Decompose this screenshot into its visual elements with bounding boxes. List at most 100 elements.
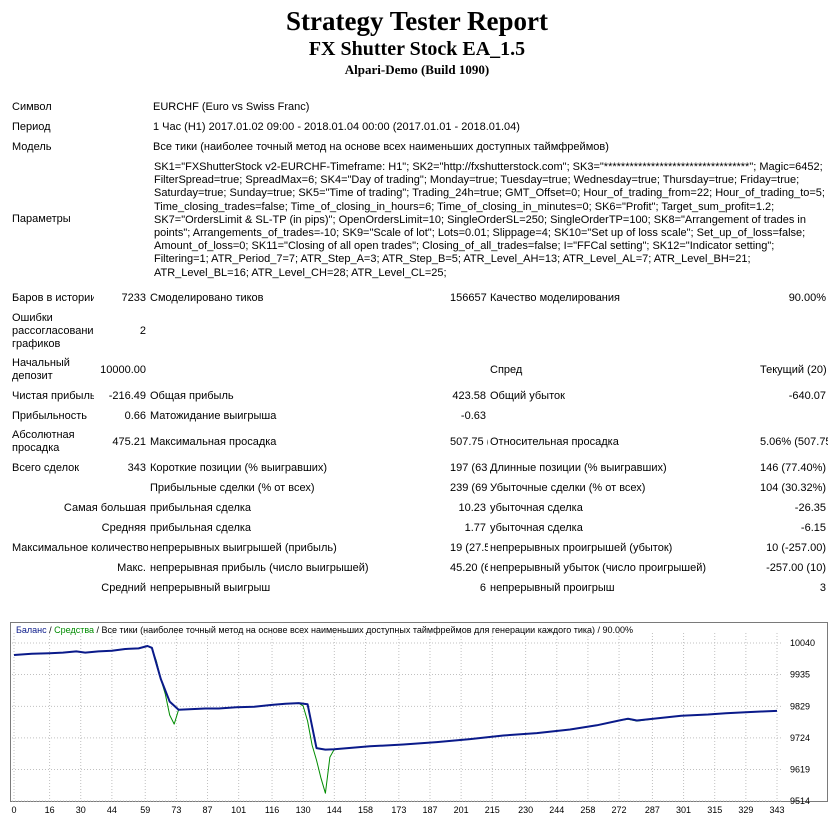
- max-cons-losses-label: непрерывных проигрышей (убыток): [490, 542, 673, 554]
- total-trades-label: Всего сделок: [12, 462, 80, 474]
- equity-line: [13, 645, 778, 794]
- period-value: 1 Час (H1) 2017.01.02 09:00 - 2018.01.04…: [153, 121, 520, 133]
- ticks-value: 156657: [450, 292, 487, 304]
- gross-loss-value: -640.07: [788, 390, 826, 402]
- legend-balance: Баланс: [16, 625, 47, 635]
- profit-trades-value: 239 (69.68%): [450, 482, 488, 494]
- y-tick-label: 10040: [790, 638, 815, 648]
- stats-row: Чистая прибыль -216.49 Общая прибыль 423…: [10, 386, 828, 406]
- largest-loss-label: убыточная сделка: [490, 502, 583, 514]
- largest-profit-value: 10.23: [458, 502, 486, 514]
- x-tick-label: 215: [485, 805, 500, 815]
- average-profit-label: прибыльная сделка: [150, 522, 252, 534]
- max-cons-losses-value: 10 (-257.00): [766, 542, 826, 554]
- x-tick-label: 130: [296, 805, 311, 815]
- average-loss-label: убыточная сделка: [490, 522, 583, 534]
- symbol-label: Символ: [12, 101, 52, 113]
- x-tick-label: 301: [676, 805, 691, 815]
- x-tick-label: 287: [645, 805, 660, 815]
- deposit-label: Начальный депозит: [12, 357, 70, 382]
- stats-table: Баров в истории 7233 Смоделировано тиков…: [10, 288, 828, 598]
- largest-label: Самая большая: [63, 502, 146, 514]
- max-label: Макс.: [117, 562, 146, 574]
- avg-cons-losses-label: непрерывный проигрыш: [490, 582, 615, 594]
- y-tick-label: 9829: [790, 701, 810, 711]
- abs-drawdown-value: 475.21: [112, 436, 146, 448]
- report-subtitle: FX Shutter Stock EA_1.5: [308, 38, 526, 60]
- params-label: Параметры: [12, 213, 71, 225]
- net-profit-label: Чистая прибыль: [12, 390, 94, 402]
- abs-drawdown-label: Абсолютная просадка: [12, 429, 75, 454]
- x-tick-label: 343: [769, 805, 784, 815]
- x-tick-label: 158: [358, 805, 373, 815]
- average-loss-value: -6.15: [800, 522, 826, 534]
- avg-label: Средний: [101, 582, 146, 594]
- legend-equity: Средства: [54, 625, 95, 635]
- x-tick-label: 101: [231, 805, 246, 815]
- x-tick-label: 0: [11, 805, 16, 815]
- x-tick-label: 87: [203, 805, 213, 815]
- rel-drawdown-label: Относительная просадка: [490, 436, 619, 448]
- report-build: Alpari-Demo (Build 1090): [344, 62, 490, 77]
- ticks-label: Смоделировано тиков: [150, 292, 264, 304]
- deposit-value: 10000.00: [100, 364, 146, 376]
- report-title: Strategy Tester Report: [286, 6, 548, 36]
- rel-drawdown-value: 5.06% (507.75): [760, 436, 828, 448]
- stats-row: Начальный депозит 10000.00 Спред Текущий…: [10, 354, 828, 386]
- y-tick-label: 9619: [790, 764, 810, 774]
- stats-row: Баров в истории 7233 Смоделировано тиков…: [10, 288, 828, 308]
- chart-series: [13, 645, 778, 794]
- x-tick-label: 144: [327, 805, 342, 815]
- chart-grid: [12, 633, 782, 802]
- largest-loss-value: -26.35: [794, 502, 826, 514]
- max-drawdown-label: Максимальная просадка: [150, 436, 277, 448]
- max-cons-profit-label: непрерывная прибыль (число выигрышей): [150, 562, 369, 574]
- stats-row: Самая большая прибыльная сделка 10.23 уб…: [10, 498, 828, 518]
- params-value: SK1="FXShutterStock v2-EURCHF-Timeframe:…: [154, 161, 825, 279]
- y-tick-label: 9514: [790, 796, 810, 806]
- bars-value: 7233: [121, 292, 146, 304]
- x-tick-label: 244: [549, 805, 564, 815]
- stats-row: Средний непрерывный выигрыш 6 непрерывны…: [10, 578, 828, 598]
- net-profit-value: -216.49: [108, 390, 146, 402]
- avg-cons-wins-value: 6: [479, 582, 486, 594]
- stats-row: Ошибки рассогласования графиков 2: [10, 308, 828, 354]
- x-tick-label: 187: [422, 805, 437, 815]
- average-label: Средняя: [101, 522, 146, 534]
- profit-factor-value: 0.66: [124, 410, 146, 422]
- model-value: Все тики (наиболее точный метод на основ…: [153, 141, 609, 153]
- errors-label: Ошибки рассогласования графиков: [12, 311, 94, 350]
- max-cons-wins-value: 19 (27.57): [450, 542, 488, 554]
- max-drawdown-value: 507.75 (5.06%): [450, 436, 488, 448]
- stats-row: Прибыльность 0.66 Матожидание выигрыша -…: [10, 406, 828, 426]
- stats-row: Всего сделок 343 Короткие позиции (% выи…: [10, 458, 828, 478]
- total-trades-value: 343: [127, 462, 146, 474]
- avg-cons-losses-value: 3: [819, 582, 826, 594]
- quality-value: 90.00%: [788, 292, 826, 304]
- gross-profit-label: Общая прибыль: [150, 390, 234, 402]
- largest-profit-label: прибыльная сделка: [150, 502, 252, 514]
- bars-label: Баров в истории: [12, 292, 94, 304]
- max-cons-loss-label: непрерывный убыток (число проигрышей): [490, 562, 707, 574]
- x-tick-label: 44: [107, 805, 117, 815]
- spread-value: Текущий (20): [760, 364, 827, 376]
- stats-row: Средняя прибыльная сделка 1.77 убыточная…: [10, 518, 828, 538]
- x-tick-label: 201: [454, 805, 469, 815]
- short-positions-label: Короткие позиции (% выигравших): [150, 462, 328, 474]
- x-tick-label: 73: [171, 805, 181, 815]
- legend-description: / Все тики (наиболее точный метод на осн…: [94, 625, 634, 635]
- y-tick-label: 9935: [790, 670, 810, 680]
- profit-trades-label: Прибыльные сделки (% от всех): [150, 482, 315, 494]
- max-count-label: Максимальное количество: [12, 542, 148, 554]
- x-tick-label: 315: [707, 805, 722, 815]
- long-positions-value: 146 (77.40%): [760, 462, 827, 474]
- legend-separator: /: [46, 625, 55, 635]
- expected-payoff-label: Матожидание выигрыша: [150, 410, 277, 422]
- stats-row: Абсолютная просадка 475.21 Максимальная …: [10, 426, 828, 458]
- quality-label: Качество моделирования: [490, 292, 620, 304]
- x-tick-label: 258: [580, 805, 595, 815]
- x-tick-label: 59: [140, 805, 150, 815]
- x-tick-label: 329: [738, 805, 753, 815]
- x-tick-label: 116: [265, 805, 279, 815]
